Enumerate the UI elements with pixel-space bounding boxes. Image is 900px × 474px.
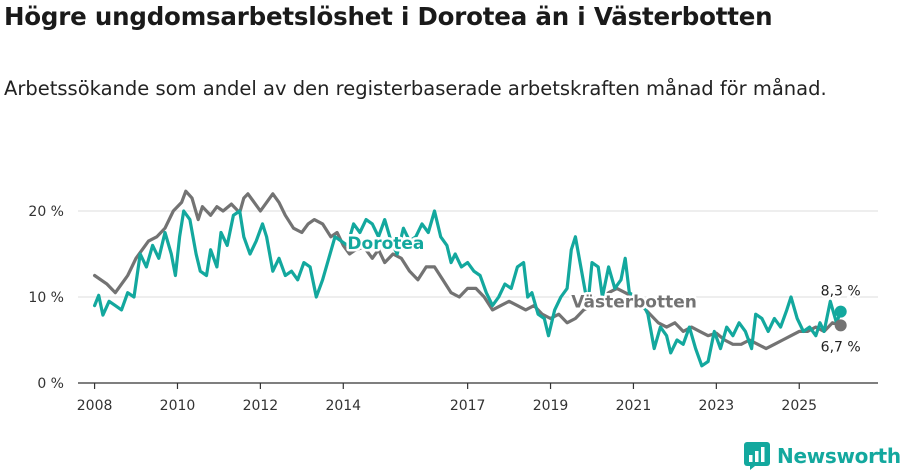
- brand-name: Newsworthy: [777, 444, 900, 468]
- x-tick-label: 2023: [699, 398, 735, 414]
- x-tick-label: 2014: [325, 398, 361, 414]
- x-tick-label: 2008: [77, 398, 113, 414]
- series-lines: [93, 189, 847, 368]
- y-tick-label: 10 %: [28, 290, 64, 306]
- y-tick-label: 0 %: [37, 376, 64, 392]
- chart-title: Högre ungdomsarbetslöshet i Dorotea än i…: [4, 2, 773, 31]
- series-line-dorotea: [93, 209, 843, 368]
- series-label-vsterbotten: Västerbotten: [571, 292, 697, 312]
- data-labels: Västerbotten Dorotea 8,3 % 6,7 %: [345, 231, 863, 357]
- chart-subtitle: Arbetssökande som andel av den registerb…: [4, 77, 827, 100]
- series-line-vsterbotten: [93, 189, 843, 351]
- x-tick-label: 2025: [781, 398, 817, 414]
- end-value-label: 8,3 %: [821, 284, 861, 300]
- x-axis: 2008 2010 2012 2014 2017 2019 2021 2023 2025: [77, 382, 878, 414]
- x-tick-label: 2019: [533, 398, 569, 414]
- x-tick-label: 2010: [160, 398, 196, 414]
- newsworthy-brand[interactable]: Newsworthy: [744, 440, 900, 472]
- x-tick-label: 2017: [450, 398, 486, 414]
- gridlines: [78, 210, 878, 298]
- end-point-dorotea: [834, 305, 847, 318]
- end-value-label: 6,7 %: [821, 339, 861, 355]
- x-tick-label: 2021: [616, 398, 652, 414]
- series-label-dorotea: Dorotea: [347, 234, 424, 254]
- x-tick-label: 2012: [243, 398, 279, 414]
- newsworthy-logo-icon: [744, 442, 770, 470]
- end-point-vsterbotten: [834, 319, 847, 332]
- y-tick-label: 20 %: [28, 204, 64, 220]
- y-axis-ticks: 0 % 10 % 20 %: [28, 204, 64, 392]
